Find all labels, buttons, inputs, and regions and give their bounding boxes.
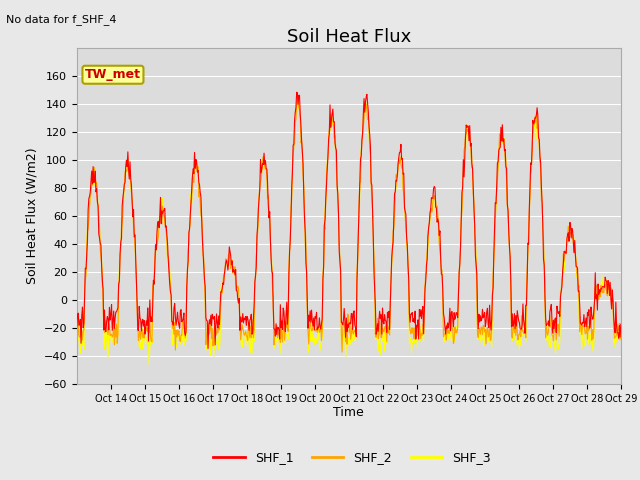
Text: TW_met: TW_met [85,68,141,81]
Y-axis label: Soil Heat Flux (W/m2): Soil Heat Flux (W/m2) [25,148,38,284]
X-axis label: Time: Time [333,407,364,420]
Title: Soil Heat Flux: Soil Heat Flux [287,28,411,47]
Legend: SHF_1, SHF_2, SHF_3: SHF_1, SHF_2, SHF_3 [209,446,495,469]
Text: No data for f_SHF_4: No data for f_SHF_4 [6,14,117,25]
